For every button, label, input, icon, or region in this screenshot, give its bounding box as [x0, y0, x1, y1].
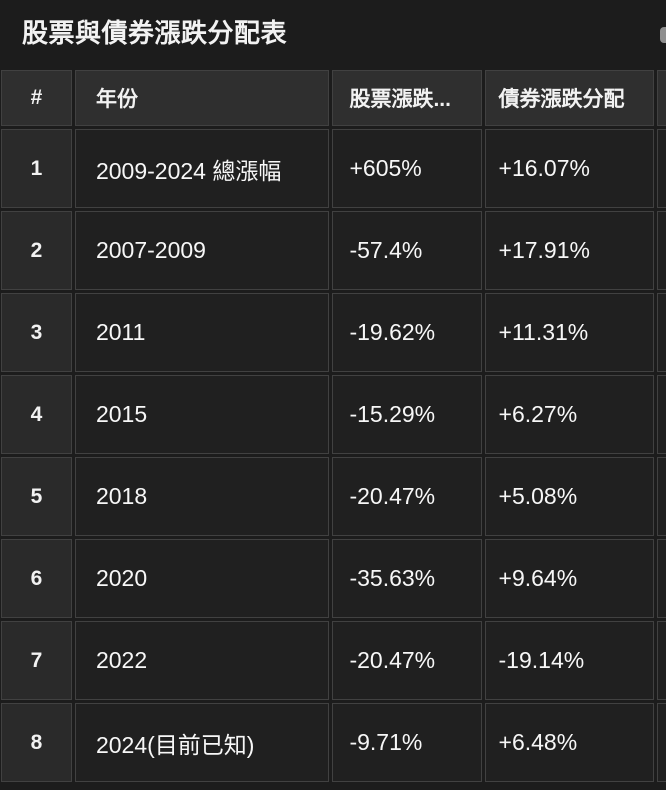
table-row: 3 2011 -19.62% +11.31%	[1, 293, 666, 372]
year-cell[interactable]: 2007-2009	[74, 211, 330, 290]
page-title: 股票與債券漲跌分配表	[22, 18, 288, 48]
stock-change-cell[interactable]: -57.4%	[332, 211, 482, 290]
stock-change-cell[interactable]: +605%	[332, 129, 482, 208]
year-cell[interactable]: 2011	[74, 293, 330, 372]
table-row: 5 2018 -20.47% +5.08%	[1, 457, 666, 536]
data-table: # 年份 股票漲跌... 債券漲跌分配 1 2009-2024 總漲幅 +605…	[0, 67, 666, 785]
row-index-cell[interactable]: 4	[1, 375, 72, 454]
column-header-year[interactable]: 年份	[74, 70, 330, 126]
row-index-cell[interactable]: 3	[1, 293, 72, 372]
stock-change-cell[interactable]: -20.47%	[332, 457, 482, 536]
year-cell[interactable]: 2009-2024 總漲幅	[74, 129, 330, 208]
header-row: # 年份 股票漲跌... 債券漲跌分配	[1, 70, 666, 126]
bond-change-cell[interactable]: +11.31%	[484, 293, 654, 372]
table-container: # 年份 股票漲跌... 債券漲跌分配 1 2009-2024 總漲幅 +605…	[0, 67, 666, 785]
stock-change-cell[interactable]: -35.63%	[332, 539, 482, 618]
clipped-column-cell[interactable]	[656, 539, 666, 618]
row-index-cell[interactable]: 1	[1, 129, 72, 208]
stock-change-cell[interactable]: -20.47%	[332, 621, 482, 700]
stock-change-cell[interactable]: -19.62%	[332, 293, 482, 372]
year-cell[interactable]: 2020	[74, 539, 330, 618]
clipped-edge-icon[interactable]	[660, 27, 666, 43]
row-index-cell[interactable]: 8	[1, 703, 72, 782]
column-header-stock-change[interactable]: 股票漲跌...	[332, 70, 482, 126]
table-row: 1 2009-2024 總漲幅 +605% +16.07%	[1, 129, 666, 208]
column-header-index[interactable]: #	[1, 70, 72, 126]
bond-change-cell[interactable]: +9.64%	[484, 539, 654, 618]
clipped-column-cell[interactable]	[656, 129, 666, 208]
row-index-cell[interactable]: 7	[1, 621, 72, 700]
column-header-bond-change[interactable]: 債券漲跌分配	[484, 70, 654, 126]
table-row: 8 2024(目前已知) -9.71% +6.48%	[1, 703, 666, 782]
row-index-cell[interactable]: 5	[1, 457, 72, 536]
clipped-column-cell[interactable]	[656, 293, 666, 372]
stock-change-cell[interactable]: -9.71%	[332, 703, 482, 782]
clipped-column-cell[interactable]	[656, 211, 666, 290]
row-index-cell[interactable]: 6	[1, 539, 72, 618]
bond-change-cell[interactable]: +6.48%	[484, 703, 654, 782]
title-bar: 股票與債券漲跌分配表	[0, 0, 666, 67]
stock-change-cell[interactable]: -15.29%	[332, 375, 482, 454]
table-row: 4 2015 -15.29% +6.27%	[1, 375, 666, 454]
table-row: 2 2007-2009 -57.4% +17.91%	[1, 211, 666, 290]
column-header-clipped[interactable]	[656, 70, 666, 126]
bond-change-cell[interactable]: +5.08%	[484, 457, 654, 536]
bond-change-cell[interactable]: +16.07%	[484, 129, 654, 208]
table-row: 6 2020 -35.63% +9.64%	[1, 539, 666, 618]
year-cell[interactable]: 2024(目前已知)	[74, 703, 330, 782]
bond-change-cell[interactable]: -19.14%	[484, 621, 654, 700]
bond-change-cell[interactable]: +17.91%	[484, 211, 654, 290]
table-row: 7 2022 -20.47% -19.14%	[1, 621, 666, 700]
row-index-cell[interactable]: 2	[1, 211, 72, 290]
year-cell[interactable]: 2015	[74, 375, 330, 454]
bond-change-cell[interactable]: +6.27%	[484, 375, 654, 454]
clipped-column-cell[interactable]	[656, 703, 666, 782]
year-cell[interactable]: 2022	[74, 621, 330, 700]
clipped-column-cell[interactable]	[656, 457, 666, 536]
table-body: 1 2009-2024 總漲幅 +605% +16.07% 2 2007-200…	[1, 129, 666, 782]
clipped-column-cell[interactable]	[656, 375, 666, 454]
clipped-column-cell[interactable]	[656, 621, 666, 700]
year-cell[interactable]: 2018	[74, 457, 330, 536]
